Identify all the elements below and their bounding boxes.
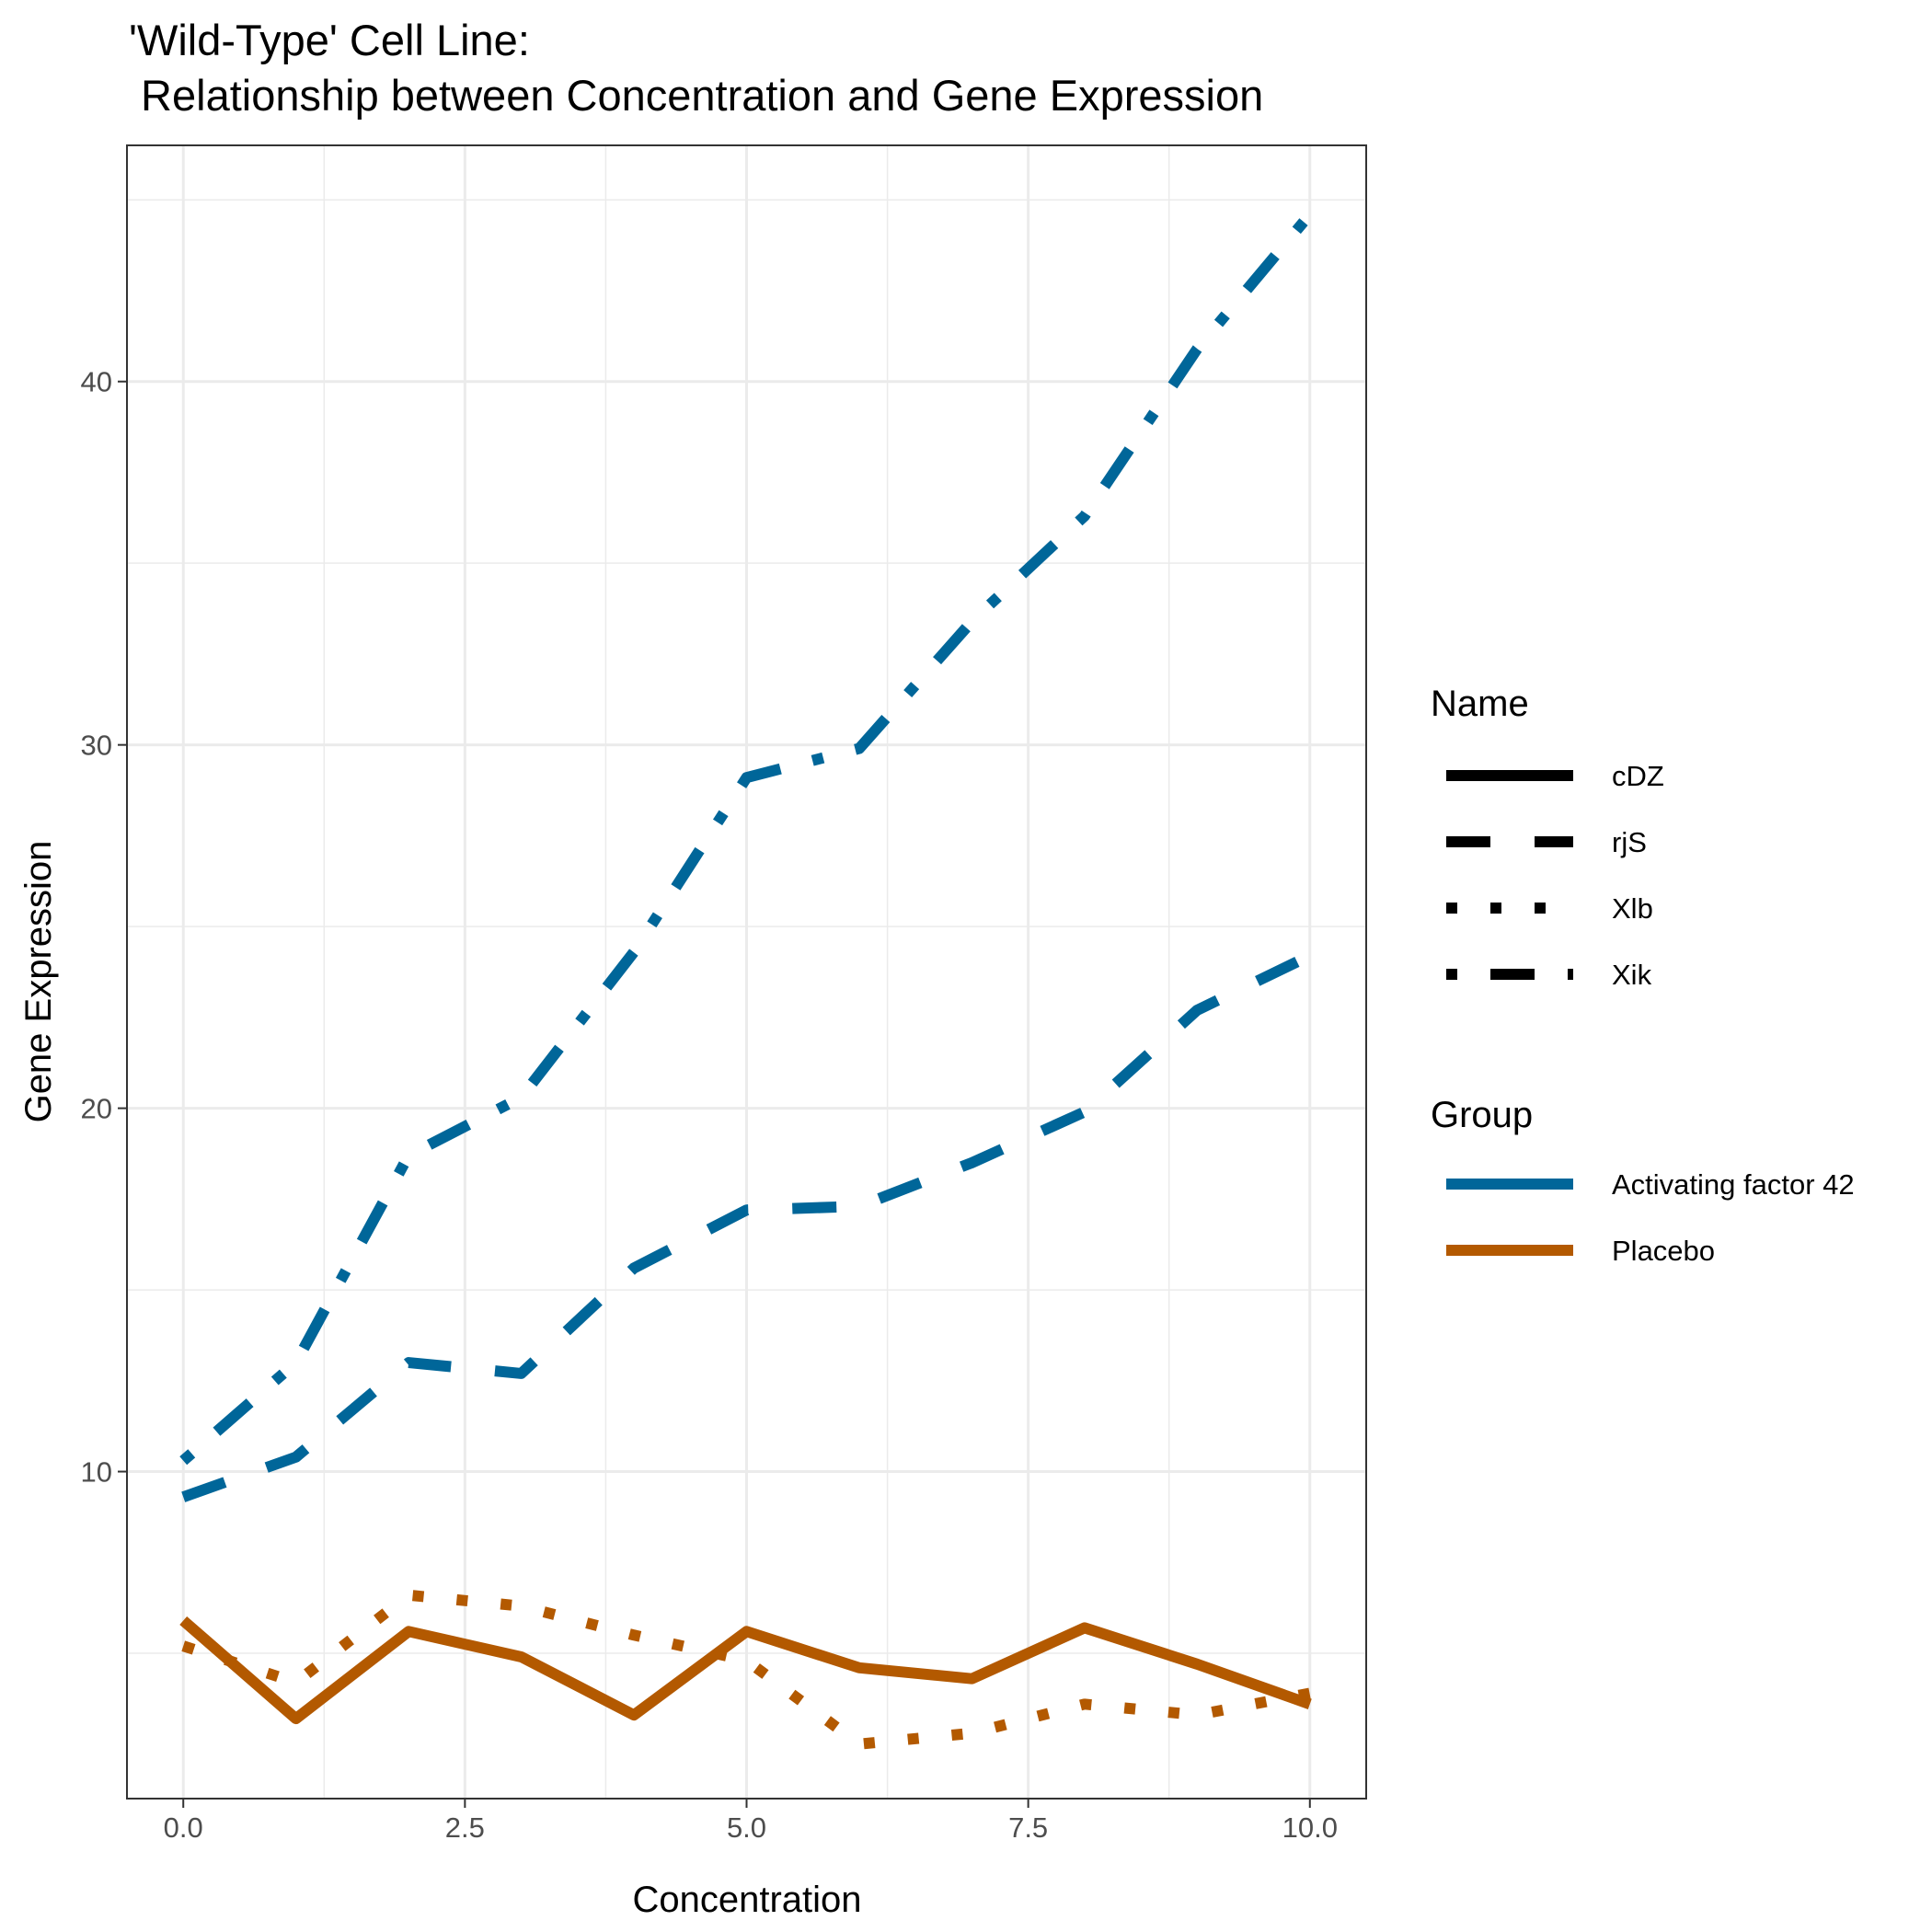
x-axis-title: Concentration [632,1880,861,1920]
y-axis-title: Gene Expression [18,841,59,1123]
legend-label-rjs: rjS [1612,826,1647,858]
legend-label-xlb: Xlb [1612,892,1653,925]
series-line-xik [179,211,1315,1466]
series-line-rjs [181,950,1313,1502]
legend-title-name: Name [1431,684,1529,724]
legend-label-group-1: Placebo [1612,1235,1715,1267]
x-tick-label: 10.0 [1282,1811,1338,1844]
y-tick-label: 40 [81,366,112,398]
series-lines [179,211,1315,1750]
chart-title-line-1: 'Wild-Type' Cell Line: [129,16,530,64]
series-line-cdz [179,1616,1312,1725]
y-tick-label: 20 [81,1093,112,1125]
y-tick-label: 30 [81,730,112,762]
chart-title-line-2: Relationship between Concentration and G… [129,71,1263,120]
axes: 0.0 2.5 5.0 7.5 10.0 10 20 30 40 [81,366,1338,1844]
x-tick-label: 2.5 [445,1811,485,1844]
legend: Name cDZ rjS Xlb Xik Group Activating factor 4… [1431,684,1855,1267]
x-tick-label: 0.0 [164,1811,203,1844]
legend-label-group-0: Activating factor 42 [1612,1168,1855,1201]
x-tick-label: 5.0 [727,1811,766,1844]
legend-label-cdz: cDZ [1612,760,1664,792]
y-tick-label: 10 [81,1456,112,1489]
x-tick-label: 7.5 [1008,1811,1048,1844]
grid [127,145,1366,1799]
legend-label-xik: Xik [1612,959,1652,991]
legend-title-group: Group [1431,1095,1533,1135]
